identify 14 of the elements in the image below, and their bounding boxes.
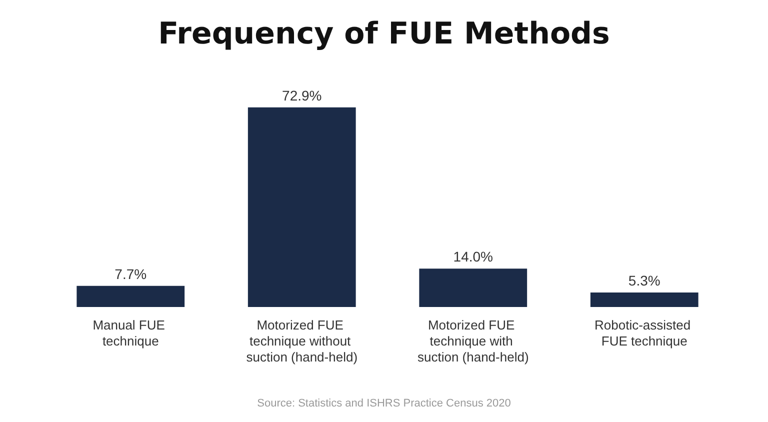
chart-title: Frequency of FUE Methods	[158, 16, 610, 52]
data-label: 5.3%	[628, 272, 660, 288]
x-tick-label: Motorized FUE technique without suction (hand-held)	[246, 318, 358, 364]
x-tick-label: Robotic-assisted FUE technique	[594, 318, 694, 348]
source-note: Source: Statistics and ISHRS Practice Census 2020	[257, 398, 511, 410]
x-tick-label: Motorized FUE technique with suction (hand-held)	[417, 318, 529, 364]
bar	[76, 286, 185, 307]
data-label: 72.9%	[282, 87, 322, 104]
bar	[419, 268, 528, 307]
data-label: 7.7%	[114, 266, 147, 282]
data-label: 14.0%	[453, 248, 493, 265]
bar	[590, 292, 698, 307]
bar	[248, 107, 356, 307]
x-tick-label: Manual FUE technique	[92, 318, 169, 348]
